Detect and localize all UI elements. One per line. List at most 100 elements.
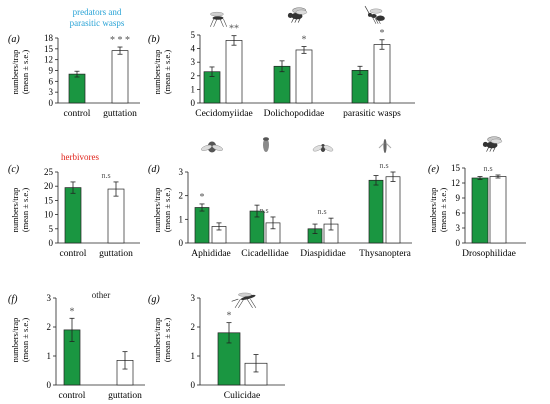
y-axis-label-b: numbers/trap (mean ± s.e.) (152, 50, 172, 95)
category-label-f-1: guttation (108, 391, 142, 401)
category-label-c-1: guttation (99, 249, 133, 259)
category-label-d-0: Aphididae (191, 249, 231, 259)
significance-d-5: n.s (317, 207, 326, 216)
wing (295, 9, 308, 15)
leg (294, 18, 298, 23)
bar-b-4 (351, 70, 369, 104)
category-label-f-0: control (59, 391, 86, 401)
leg (492, 147, 496, 152)
y-axis-label-g: numbers/trap (mean ± s.e.) (152, 318, 172, 363)
y-tick-label-a: 6 (49, 76, 54, 86)
y-label-line2: (mean ± s.e.) (20, 318, 30, 362)
panel-label-a: (a) (8, 34, 20, 45)
y-axis-label-f: numbers/trap (mean ± s.e.) (10, 318, 30, 363)
leg (238, 298, 245, 309)
y-tick-label-a: 0 (49, 98, 54, 108)
dolichopodidae-icon (287, 7, 308, 23)
category-label-g-0: Culicidae (224, 391, 260, 401)
y-label-line1: numbers/trap (152, 318, 162, 363)
leg (234, 298, 241, 309)
y-tick-label-a: 15 (44, 44, 54, 54)
y-label-line2: (mean ± s.e.) (438, 188, 448, 232)
category-label-d-1: Cicadellidae (241, 249, 288, 259)
bar-d-7 (385, 176, 401, 244)
significance-b-1: ** (229, 24, 239, 35)
y-tick-label-f: 1 (47, 351, 52, 361)
y-tick-label-d: 2 (179, 191, 184, 201)
significance-b-5: * (380, 28, 385, 39)
y-tick-label-a: 9 (49, 66, 54, 76)
wing (490, 138, 503, 144)
group-headings: predators and parasitic wasps herbivores… (61, 7, 125, 300)
bar-b-5 (373, 44, 391, 104)
y-tick-label-b: 0 (191, 98, 196, 108)
body (263, 138, 269, 152)
y-axis-label-d: numbers/trap (mean ± s.e.) (152, 188, 172, 233)
bar-c-0 (64, 187, 82, 244)
bar-e-0 (471, 177, 489, 244)
significance-d-7: n.s (379, 161, 388, 170)
y-axis-label-a: numbers/trap (mean ± s.e.) (10, 50, 30, 95)
panel-label-e: (e) (428, 164, 440, 175)
head (367, 12, 372, 17)
significance-e-1: n.s (483, 164, 492, 173)
leg (374, 17, 379, 24)
body (383, 139, 387, 153)
y-label-line1: numbers/trap (428, 188, 438, 233)
head (287, 12, 293, 18)
leg (250, 298, 257, 309)
panel-label-d: (d) (148, 164, 160, 175)
category-label-d-2: Diaspididae (300, 249, 345, 259)
thysanoptera-icon (378, 139, 392, 153)
significance-d-0: * (200, 192, 205, 203)
y-label-line2: (mean ± s.e.) (20, 188, 30, 232)
y-tick-label-a: 18 (44, 33, 54, 43)
y-tick-label-f: 3 (47, 293, 52, 303)
significance-d-3: n.s (259, 206, 268, 215)
category-label-c-0: control (60, 249, 87, 259)
cicadellidae-icon (263, 137, 269, 152)
y-tick-label-g: 2 (191, 322, 196, 332)
y-tick-label-b: 5 (191, 30, 196, 40)
proboscis (231, 298, 239, 302)
heading-other: other (92, 290, 111, 300)
panel-f: (f) numbers/trap (mean ± s.e.) 0 1 2 3 * control… (8, 293, 145, 401)
y-label-line1: numbers/trap (10, 188, 20, 233)
y-tick-label-e: 0 (456, 238, 461, 248)
leg (246, 298, 253, 309)
y-label-line1: numbers/trap (10, 318, 20, 363)
y-tick-label-c: 10 (44, 210, 54, 220)
y-tick-label-b: 2 (191, 71, 196, 81)
wing (369, 8, 383, 14)
parasitic-wasp-icon (364, 5, 385, 24)
panel-b: (b)numbers/trap (mean ± s.e.)012345****Ce… (148, 24, 415, 119)
y-tick-label-f: 0 (47, 380, 52, 390)
insect-icons (201, 5, 503, 309)
category-label-b-0: Cecidomyiidae (195, 109, 253, 119)
y-tick-label-d: 3 (179, 167, 184, 177)
leg (291, 18, 294, 23)
y-tick-label-b: 3 (191, 57, 196, 67)
y-tick-label-e: 6 (456, 208, 461, 218)
category-label-e-0: Drosophilidae (462, 249, 516, 259)
panel-label-f: (f) (8, 294, 18, 305)
wing (385, 142, 392, 149)
y-label-line1: numbers/trap (10, 50, 20, 95)
leg (372, 17, 377, 24)
y-axis-label-e: numbers/trap (mean ± s.e.) (428, 188, 448, 233)
cecidomyiidae-icon (210, 11, 228, 27)
wing (201, 144, 212, 151)
y-label-line2: (mean ± s.e.) (162, 188, 172, 232)
y-axis-label-c: numbers/trap (mean ± s.e.) (10, 188, 30, 233)
wing (323, 145, 334, 152)
wing (378, 142, 385, 149)
aphididae-icon (201, 141, 223, 153)
panel-label-c: (c) (8, 164, 20, 175)
y-tick-label-e: 15 (451, 163, 461, 173)
head (263, 137, 269, 141)
body (212, 16, 224, 20)
bar-d-6 (368, 179, 384, 244)
leg (297, 18, 301, 23)
panel-d: (d) numbers/trap (mean ± s.e.) 0 1 2 3 * n.s n.s n… (148, 161, 412, 259)
